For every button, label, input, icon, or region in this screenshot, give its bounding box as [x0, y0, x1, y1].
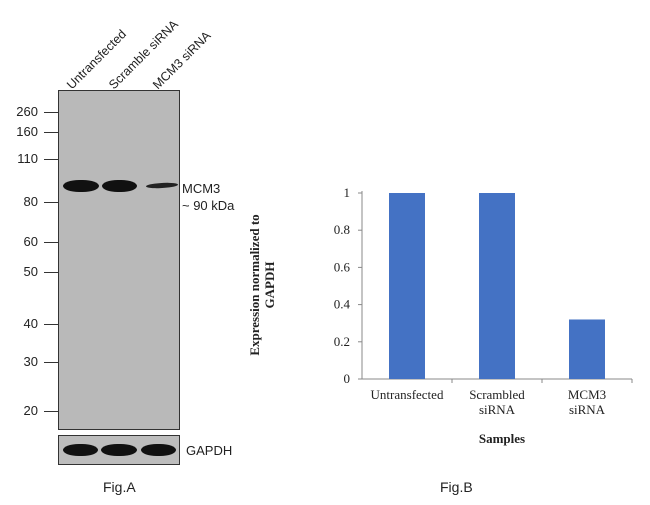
mw-tick: [44, 272, 58, 273]
mw-marker-80: 80: [23, 194, 38, 209]
mw-marker-160: 160: [16, 124, 38, 139]
x-axis-label: Samples: [479, 431, 525, 446]
loading-control-label: GAPDH: [186, 443, 233, 458]
fig-a-caption: Fig.A: [103, 479, 136, 495]
bar-2: [479, 193, 515, 379]
gapdh-band-untransfected: [63, 444, 98, 456]
mw-marker-60: 60: [23, 234, 38, 249]
band-label-size: ~ 90 kDa: [182, 198, 235, 213]
fig-b-caption: Fig.B: [440, 479, 473, 495]
mw-marker-50: 50: [23, 264, 38, 279]
band-label: MCM3 ~ 90 kDa: [182, 180, 234, 214]
y-tick-label: 0: [344, 371, 351, 386]
x-tick-label: Scrambled: [469, 387, 525, 402]
mw-marker-260: 260: [16, 104, 38, 119]
mw-tick: [44, 159, 58, 160]
mw-tick: [44, 242, 58, 243]
mw-tick: [44, 112, 58, 113]
bar-1: [389, 193, 425, 379]
y-tick-label: 0.4: [334, 297, 351, 312]
mw-marker-110: 110: [17, 151, 38, 166]
y-tick-label: 1: [344, 185, 351, 200]
mw-marker-30: 30: [23, 354, 38, 369]
x-tick-label: Untransfected: [371, 387, 444, 402]
x-tick-label: MCM3: [568, 387, 606, 402]
band-label-protein: MCM3: [182, 181, 221, 196]
mw-marker-20: 20: [23, 403, 38, 418]
y-tick-label: 0.2: [334, 334, 350, 349]
gapdh-band-mcm3-sirna: [141, 444, 176, 456]
y-tick-label: 0.6: [334, 259, 351, 274]
mw-tick: [44, 411, 58, 412]
band-scramble-sirna: [102, 180, 137, 192]
x-tick-label: siRNA: [479, 402, 516, 417]
x-tick-label: siRNA: [569, 402, 606, 417]
mw-tick: [44, 362, 58, 363]
band-untransfected: [63, 180, 99, 192]
y-tick-label: 0.8: [334, 222, 350, 237]
gapdh-blot-membrane: [58, 435, 180, 465]
mw-tick: [44, 202, 58, 203]
blot-membrane: [58, 90, 180, 430]
bar-3: [569, 319, 605, 379]
gapdh-band-scramble-sirna: [101, 444, 137, 456]
mw-marker-40: 40: [23, 316, 38, 331]
mw-tick: [44, 132, 58, 133]
mw-tick: [44, 324, 58, 325]
